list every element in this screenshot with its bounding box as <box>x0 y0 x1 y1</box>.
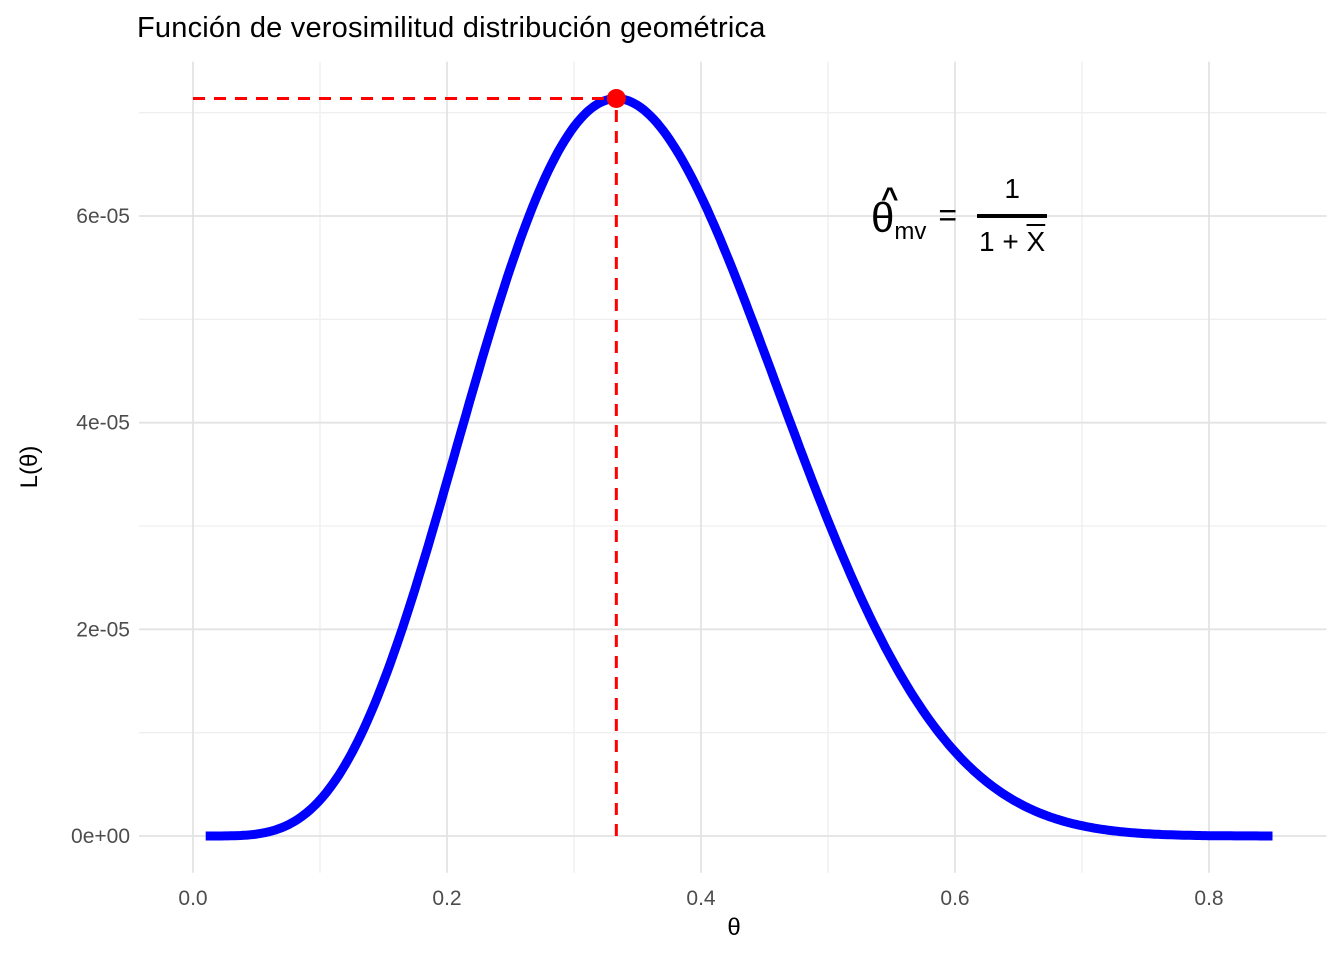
y-tick-label: 0e+00 <box>71 825 130 848</box>
x-tick-label: 0.4 <box>686 887 716 910</box>
fraction-bar <box>977 214 1048 218</box>
y-tick-label: 6e-05 <box>76 205 130 228</box>
x-tick-label: 0.2 <box>432 887 461 910</box>
y-tick-label: 4e-05 <box>76 412 130 435</box>
x-tick-label: 0.8 <box>1194 887 1223 910</box>
mle-point <box>606 89 626 109</box>
mle-formula-annotation: ^ θ mv = 1 1 + X <box>871 158 1048 273</box>
fraction-numerator: 1 <box>1004 173 1020 204</box>
plot-title: Función de verosimilitud distribución ge… <box>137 12 766 44</box>
x-tick-label: 0.6 <box>940 887 969 910</box>
theta-glyph: θ <box>871 193 895 241</box>
denominator-prefix: 1 + <box>979 226 1027 257</box>
x-axis-title: θ <box>727 914 741 941</box>
mv-subscript: mv <box>894 217 927 245</box>
fraction-denominator: 1 + X <box>977 218 1047 260</box>
x-tick-label: 0.0 <box>178 887 207 910</box>
theta-hat-symbol: ^ θ mv <box>871 183 926 243</box>
y-axis-title: L(θ) <box>16 445 43 489</box>
hat-accent: ^ <box>881 181 899 215</box>
fraction: 1 1 + X <box>977 171 1048 260</box>
equals-sign: = <box>938 197 958 233</box>
y-tick-label: 2e-05 <box>76 618 130 641</box>
likelihood-curve <box>204 94 1274 841</box>
x-bar-symbol: X <box>1026 226 1046 257</box>
